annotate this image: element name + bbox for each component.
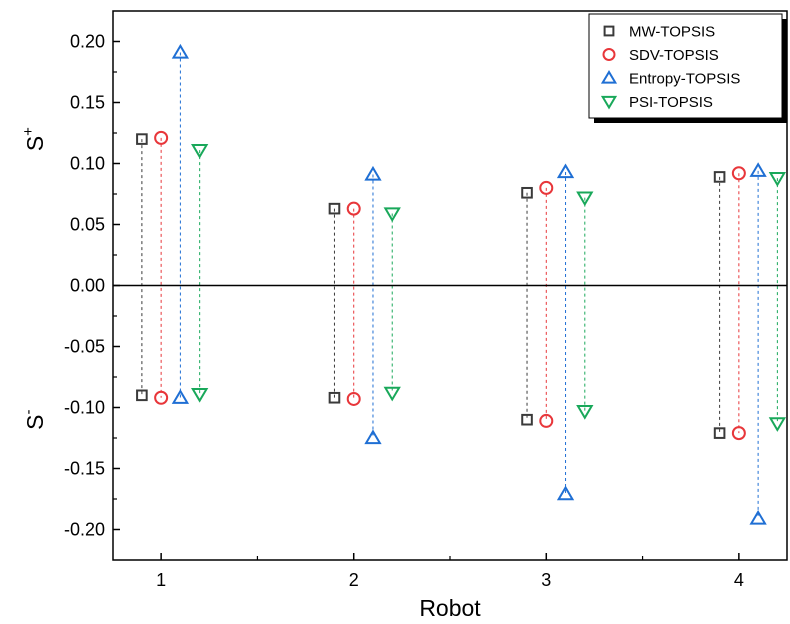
point-positive-mw-topsis [136,133,148,145]
x-tick-label: 1 [156,570,166,590]
y-tick-label: 0.05 [70,215,105,235]
y-tick-label: 0.00 [70,276,105,296]
x-tick-label: 3 [541,570,551,590]
point-negative-entropy-topsis [171,389,190,404]
legend-marker [602,48,616,61]
x-tick-label: 2 [349,570,359,590]
point-negative-psi-topsis [768,417,787,432]
point-positive-psi-topsis [191,143,209,159]
x-axis-title: Robot [419,595,481,621]
point-positive-psi-topsis [768,172,787,187]
y-tick-label: 0.10 [70,154,105,174]
point-positive-entropy-topsis [749,162,767,177]
y-tick-label: 0.15 [70,93,105,113]
y-axis-title-lower-sup: - [20,410,37,415]
x-axis: 1 2 3 4 [156,553,744,590]
point-negative-entropy-topsis [749,509,767,525]
y-tick-label: -0.10 [64,398,105,418]
legend-marker [600,69,618,84]
point-negative-mw-topsis [521,413,533,426]
point-positive-mw-topsis [521,186,533,199]
y-tick-label: 0.20 [70,32,105,52]
legend-box [588,13,783,119]
data-markers [136,43,787,525]
y-axis-title-lower-main: S [22,415,48,430]
point-positive-mw-topsis [328,202,341,215]
y-axis-title-upper-main: S [22,136,48,151]
y-axis-title-upper: S+ [20,127,48,151]
point-positive-mw-topsis [713,171,726,183]
legend: MW-TOPSIS SDV-TOPSIS Entropy-TOPSIS PSI-TOP… [588,13,787,123]
point-negative-psi-topsis [191,387,209,403]
point-negative-sdv-topsis [346,391,361,406]
point-positive-sdv-topsis [731,166,746,181]
legend-entry-label: MW-TOPSIS [629,24,715,41]
point-negative-sdv-topsis [539,413,554,428]
point-positive-sdv-topsis [346,201,361,216]
x-tick-label: 4 [734,570,744,590]
point-positive-sdv-topsis [154,130,169,145]
point-positive-psi-topsis [383,207,401,223]
legend-entry-label: Entropy-TOPSIS [629,71,740,88]
point-negative-entropy-topsis [364,429,382,445]
point-positive-entropy-topsis [364,165,382,181]
dashed-connectors [141,52,778,519]
point-negative-mw-topsis [328,391,341,404]
legend-marker [600,95,618,110]
point-negative-psi-topsis [576,405,594,420]
point-negative-sdv-topsis [731,426,746,441]
point-positive-psi-topsis [576,191,594,207]
legend-entry-label: SDV-TOPSIS [629,47,719,64]
y-tick-label: -0.05 [64,337,105,357]
y-axis: -0.20 -0.15 -0.10 -0.05 0.00 0.05 0.10 0.15 0.20 [64,32,120,540]
legend-entry-label: PSI-TOPSIS [629,94,713,111]
y-axis-title-lower: S- [20,410,48,430]
point-negative-mw-topsis [136,389,148,402]
point-negative-psi-topsis [383,386,401,402]
point-positive-entropy-topsis [556,163,575,179]
y-tick-label: -0.20 [64,520,105,540]
y-axis-title-upper-sup: + [20,127,37,136]
legend-marker [603,25,615,37]
point-negative-mw-topsis [713,427,726,439]
point-positive-sdv-topsis [539,180,554,195]
y-tick-label: -0.15 [64,459,105,479]
point-positive-entropy-topsis [171,43,190,59]
point-negative-sdv-topsis [154,390,169,405]
point-negative-entropy-topsis [556,485,575,501]
